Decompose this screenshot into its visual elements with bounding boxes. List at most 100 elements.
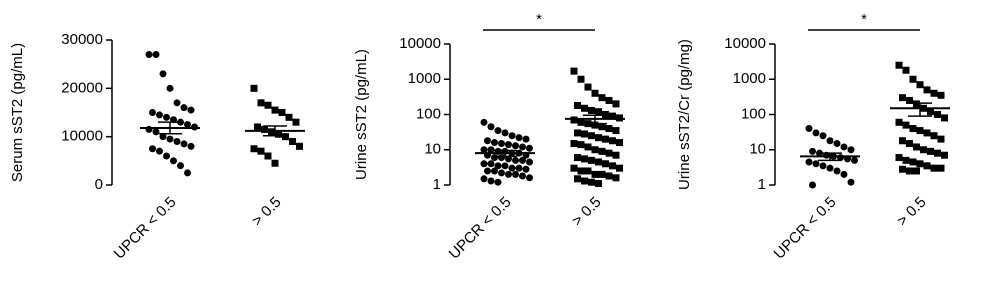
data-point: [819, 162, 827, 170]
data-point: [930, 132, 938, 140]
data-point: [920, 146, 927, 154]
data-point: [923, 129, 931, 137]
data-point: [159, 70, 167, 78]
data-point: [282, 133, 289, 141]
data-point: [508, 164, 516, 172]
data-point: [934, 111, 941, 118]
data-point: [494, 127, 502, 135]
data-point: [906, 140, 913, 148]
data-point: [595, 180, 602, 188]
data-point: [149, 145, 156, 153]
data-point: [833, 167, 841, 175]
data-point: [480, 118, 488, 126]
data-point: [278, 109, 286, 116]
y-axis-label: Urine sST2 (pg/mL): [353, 49, 370, 180]
data-point: [937, 135, 945, 143]
y-tick-label: 0: [95, 176, 103, 193]
data-point: [494, 162, 502, 170]
data-point: [173, 99, 181, 107]
data-point: [577, 118, 585, 126]
data-point: [522, 135, 530, 143]
data-point: [906, 96, 913, 104]
data-point: [156, 147, 163, 155]
data-point: [574, 175, 581, 183]
data-point: [916, 160, 924, 168]
y-tick-label: 10: [749, 141, 766, 158]
data-point: [591, 170, 599, 178]
data-point: [491, 139, 498, 147]
data-point: [487, 160, 495, 168]
data-point: [577, 75, 585, 83]
x-tick-label: UPCR < 0.5: [446, 194, 515, 263]
data-point: [899, 137, 906, 145]
data-point: [927, 147, 934, 155]
data-point: [156, 111, 163, 119]
data-point: [909, 158, 917, 166]
data-point: [296, 142, 303, 150]
data-point: [501, 129, 509, 137]
data-point: [923, 162, 931, 170]
data-point: [519, 172, 526, 180]
data-point: [574, 154, 581, 162]
data-point: [484, 137, 491, 145]
data-point: [480, 146, 488, 154]
x-tick-label: > 0.5: [249, 194, 285, 230]
data-point: [591, 146, 599, 154]
data-point: [505, 170, 512, 178]
data-point: [588, 178, 595, 186]
data-point: [163, 152, 170, 160]
data-point: [152, 128, 160, 136]
y-axis-label: Serum sST2 (pg/mL): [9, 43, 26, 182]
data-point: [913, 167, 920, 175]
x-tick-label: UPCR < 0.5: [771, 194, 840, 263]
data-point: [184, 169, 191, 177]
y-tick-label: 10000: [724, 35, 766, 52]
data-point: [512, 142, 519, 150]
data-point: [616, 164, 623, 172]
data-point: [595, 158, 602, 166]
data-point: [916, 81, 924, 89]
data-point: [570, 116, 578, 124]
data-point: [840, 143, 848, 151]
data-point: [480, 175, 488, 183]
data-point: [937, 164, 945, 172]
data-point: [851, 156, 858, 164]
data-point: [484, 167, 491, 175]
data-point: [913, 143, 920, 151]
data-point: [166, 135, 174, 143]
data-point: [250, 145, 258, 153]
data-point: [833, 140, 841, 148]
data-point: [588, 132, 595, 140]
data-point: [584, 83, 592, 91]
data-point: [584, 143, 592, 151]
data-point: [588, 106, 595, 114]
error-bar: [818, 152, 842, 162]
data-point: [264, 152, 272, 160]
data-point: [840, 170, 848, 178]
data-point: [501, 162, 509, 170]
y-tick-label: 1: [758, 176, 766, 193]
data-point: [577, 141, 585, 149]
data-point: [498, 154, 505, 162]
data-point: [145, 51, 153, 58]
data-point: [515, 134, 523, 142]
data-point: [515, 164, 523, 172]
data-point: [930, 164, 938, 172]
data-point: [187, 142, 195, 150]
data-point: [519, 156, 526, 164]
data-point: [512, 156, 519, 164]
data-point: [254, 123, 261, 131]
data-point: [605, 125, 613, 133]
data-point: [505, 141, 512, 149]
y-tick-label: 1000: [408, 70, 441, 87]
data-point: [180, 140, 188, 148]
data-point: [491, 154, 498, 162]
data-point: [605, 172, 613, 180]
data-point: [598, 123, 606, 131]
data-point: [826, 137, 834, 145]
data-point: [805, 158, 813, 166]
data-point: [902, 66, 910, 74]
data-point: [598, 94, 606, 102]
data-point: [923, 86, 931, 94]
data-point: [847, 146, 855, 154]
